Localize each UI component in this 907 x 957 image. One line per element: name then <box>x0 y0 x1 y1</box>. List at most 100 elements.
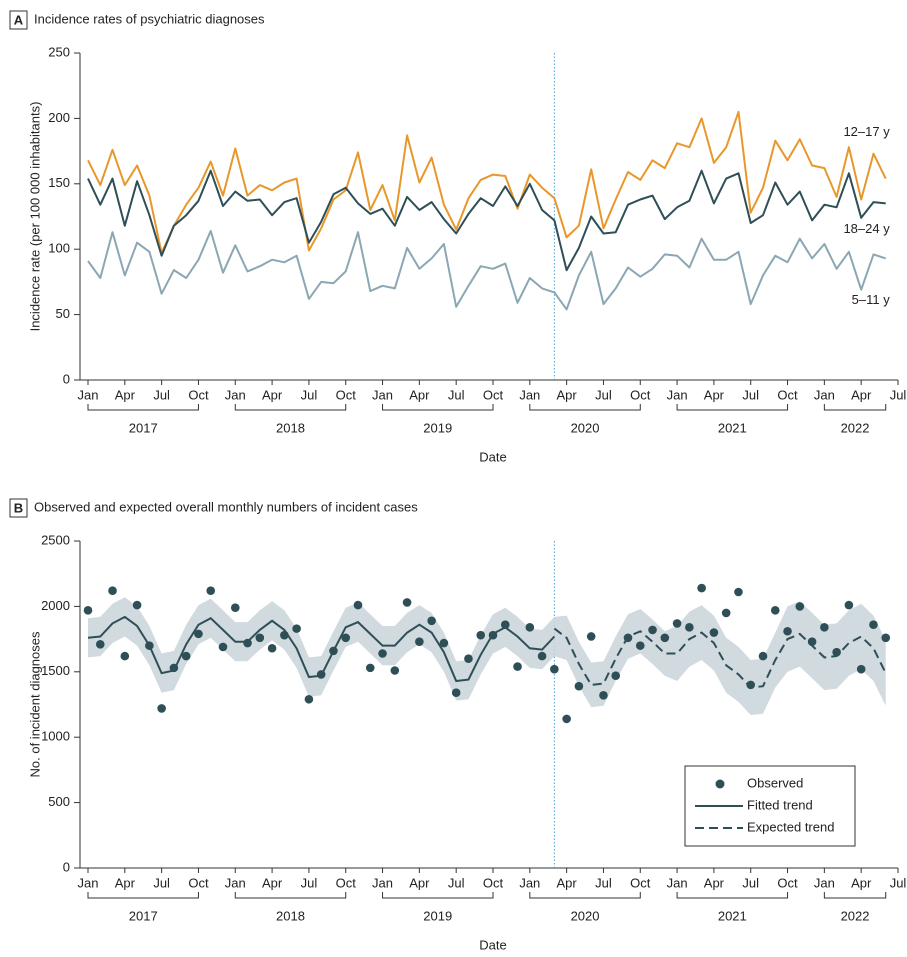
year-label: 2022 <box>841 908 870 923</box>
x-tick-label: Oct <box>483 875 504 890</box>
x-tick-label: Jul <box>153 875 170 890</box>
observed-point <box>844 600 854 610</box>
x-tick-label: Jan <box>225 387 246 402</box>
year-label: 2017 <box>129 420 158 435</box>
x-tick-label: Jul <box>448 387 465 402</box>
year-bracket <box>87 892 199 899</box>
observed-point <box>734 587 743 597</box>
x-tick-label: Apr <box>851 387 872 402</box>
x-tick-label: Jul <box>301 875 318 890</box>
observed-point <box>476 630 486 640</box>
x-tick-label: Oct <box>630 387 651 402</box>
legend-label: Fitted trend <box>747 797 813 812</box>
year-bracket <box>676 892 789 899</box>
y-tick-label: 2500 <box>41 532 70 547</box>
series-label: 18–24 y <box>843 221 890 236</box>
x-tick-label: Jul <box>448 875 465 890</box>
series-line <box>87 169 886 272</box>
observed-point <box>95 640 105 649</box>
y-tick-label: 50 <box>56 306 70 321</box>
observed-point <box>660 633 670 643</box>
x-axis-label: Date <box>479 449 506 464</box>
legend-symbol <box>715 779 725 789</box>
year-label: 2019 <box>423 908 452 923</box>
observed-point <box>648 625 657 635</box>
year-label: 2018 <box>276 908 305 923</box>
x-tick-label: Jan <box>225 875 246 890</box>
x-tick-label: Oct <box>777 875 798 890</box>
y-tick-label: 0 <box>63 859 70 874</box>
x-tick-label: Apr <box>851 875 872 890</box>
year-label: 2022 <box>841 420 870 435</box>
x-tick-label: Jul <box>595 387 612 402</box>
observed-point <box>206 586 216 596</box>
x-tick-label: Jan <box>667 387 688 402</box>
x-tick-label: Jul <box>890 875 907 890</box>
x-tick-label: Jan <box>667 875 688 890</box>
x-tick-label: Oct <box>630 875 651 890</box>
panel-letter: B <box>14 500 23 515</box>
x-tick-label: Oct <box>336 387 357 402</box>
y-axis-label: Incidence rate (per 100 000 inhabitants) <box>27 102 42 332</box>
observed-point <box>574 681 584 691</box>
observed-point <box>635 641 645 650</box>
x-axis-label: Date <box>479 937 506 952</box>
year-bracket <box>382 404 494 411</box>
year-label: 2019 <box>423 420 452 435</box>
observed-point <box>353 600 363 610</box>
observed-point <box>562 714 571 724</box>
observed-point <box>513 662 522 671</box>
x-tick-label: Jan <box>78 387 99 402</box>
x-tick-label: Jul <box>742 387 759 402</box>
observed-point <box>402 598 412 607</box>
x-tick-label: Apr <box>409 875 430 890</box>
year-bracket <box>234 404 347 411</box>
observed-point <box>451 688 461 698</box>
observed-point <box>120 651 130 661</box>
year-bracket <box>676 404 789 411</box>
series-line <box>87 229 887 311</box>
x-tick-label: Oct <box>188 387 209 402</box>
observed-point <box>218 642 228 652</box>
x-tick-label: Jan <box>78 875 99 890</box>
y-tick-label: 1000 <box>41 729 70 744</box>
year-bracket <box>823 892 887 899</box>
year-bracket <box>234 892 347 899</box>
observed-point <box>672 619 682 628</box>
y-tick-label: 500 <box>48 794 70 809</box>
observed-point <box>599 691 608 700</box>
observed-point <box>292 624 301 633</box>
x-tick-label: Jan <box>814 387 835 402</box>
observed-point <box>721 608 731 618</box>
observed-point <box>881 633 891 643</box>
y-tick-label: 1500 <box>41 663 70 678</box>
year-bracket <box>823 404 887 411</box>
observed-point <box>230 603 240 613</box>
x-tick-label: Jan <box>372 387 393 402</box>
series-label: 12–17 y <box>843 124 890 139</box>
observed-point <box>869 620 878 630</box>
observed-point <box>586 632 596 641</box>
observed-point <box>427 616 436 626</box>
x-tick-label: Jan <box>814 875 835 890</box>
panel-letter-box <box>9 10 28 30</box>
observed-point <box>415 637 424 647</box>
x-tick-label: Apr <box>115 387 136 402</box>
panel-title: Observed and expected overall monthly nu… <box>34 499 418 514</box>
observed-point <box>439 638 449 648</box>
x-tick-label: Apr <box>557 387 578 402</box>
x-tick-label: Apr <box>115 875 136 890</box>
x-tick-label: Oct <box>777 387 798 402</box>
observed-point <box>255 633 265 643</box>
year-label: 2020 <box>571 908 600 923</box>
series-line <box>87 110 887 255</box>
observed-point <box>464 654 473 664</box>
year-bracket <box>382 892 494 899</box>
y-tick-label: 2000 <box>41 598 70 613</box>
x-tick-label: Oct <box>336 875 357 890</box>
observed-point <box>685 623 694 632</box>
year-bracket <box>529 404 641 411</box>
observed-point <box>709 628 719 637</box>
